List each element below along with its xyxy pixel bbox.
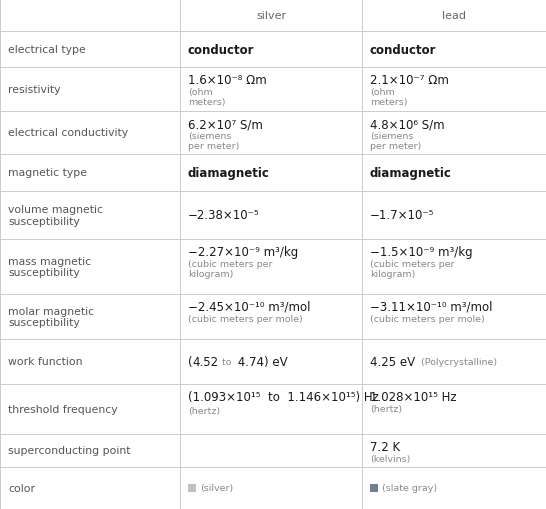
Text: conductor: conductor xyxy=(370,43,436,56)
Text: electrical conductivity: electrical conductivity xyxy=(8,128,128,138)
Text: electrical type: electrical type xyxy=(8,45,86,55)
Text: conductor: conductor xyxy=(188,43,254,56)
Text: work function: work function xyxy=(8,357,82,367)
Text: (ohm
meters): (ohm meters) xyxy=(188,88,225,107)
Text: −1.7×10⁻⁵: −1.7×10⁻⁵ xyxy=(370,209,435,222)
Text: 6.2×10⁷ S/m: 6.2×10⁷ S/m xyxy=(188,118,263,131)
Text: to: to xyxy=(219,357,234,366)
Text: 4.52: 4.52 xyxy=(193,355,219,369)
Text: molar magnetic
susceptibility: molar magnetic susceptibility xyxy=(8,306,94,328)
Text: mass magnetic
susceptibility: mass magnetic susceptibility xyxy=(8,256,91,278)
Text: 4.74: 4.74 xyxy=(234,355,264,369)
Text: (hertz): (hertz) xyxy=(370,404,402,413)
Text: 4.25 eV: 4.25 eV xyxy=(370,355,415,369)
Text: (siemens
per meter): (siemens per meter) xyxy=(188,132,239,151)
Text: (: ( xyxy=(188,355,193,369)
Text: 2.1×10⁻⁷ Ωm: 2.1×10⁻⁷ Ωm xyxy=(370,74,449,87)
Text: 1.6×10⁻⁸ Ωm: 1.6×10⁻⁸ Ωm xyxy=(188,74,267,87)
Bar xyxy=(370,484,378,492)
Text: (cubic meters per mole): (cubic meters per mole) xyxy=(188,315,302,323)
Text: superconducting point: superconducting point xyxy=(8,445,130,456)
Text: 4.8×10⁶ S/m: 4.8×10⁶ S/m xyxy=(370,118,444,131)
Text: (cubic meters per
kilogram): (cubic meters per kilogram) xyxy=(370,260,454,279)
Bar xyxy=(188,484,196,492)
Text: lead: lead xyxy=(442,11,466,21)
Text: (Polycrystalline): (Polycrystalline) xyxy=(415,357,497,366)
Text: threshold frequency: threshold frequency xyxy=(8,404,117,414)
Text: (kelvins): (kelvins) xyxy=(370,454,411,463)
Text: silver: silver xyxy=(256,11,286,21)
Text: −2.45×10⁻¹⁰ m³/mol: −2.45×10⁻¹⁰ m³/mol xyxy=(188,300,311,314)
Text: −3.11×10⁻¹⁰ m³/mol: −3.11×10⁻¹⁰ m³/mol xyxy=(370,300,492,314)
Text: −2.27×10⁻⁹ m³/kg: −2.27×10⁻⁹ m³/kg xyxy=(188,245,298,259)
Text: (cubic meters per
kilogram): (cubic meters per kilogram) xyxy=(188,260,272,279)
Text: volume magnetic
susceptibility: volume magnetic susceptibility xyxy=(8,205,103,227)
Text: (1.093×10¹⁵  to  1.146×10¹⁵) Hz: (1.093×10¹⁵ to 1.146×10¹⁵) Hz xyxy=(188,390,379,403)
Text: (cubic meters per mole): (cubic meters per mole) xyxy=(370,315,485,323)
Text: 1.028×10¹⁵ Hz: 1.028×10¹⁵ Hz xyxy=(370,390,456,403)
Text: ) eV: ) eV xyxy=(264,355,288,369)
Text: resistivity: resistivity xyxy=(8,85,61,95)
Text: diamagnetic: diamagnetic xyxy=(188,166,270,180)
Text: diamagnetic: diamagnetic xyxy=(370,166,452,180)
Text: (slate gray): (slate gray) xyxy=(382,484,437,493)
Text: (silver): (silver) xyxy=(200,484,233,493)
Text: 7.2 K: 7.2 K xyxy=(370,440,400,453)
Text: (siemens
per meter): (siemens per meter) xyxy=(370,132,422,151)
Text: (hertz): (hertz) xyxy=(188,406,220,415)
Text: magnetic type: magnetic type xyxy=(8,168,87,178)
Text: color: color xyxy=(8,483,35,493)
Text: (ohm
meters): (ohm meters) xyxy=(370,88,407,107)
Text: −2.38×10⁻⁵: −2.38×10⁻⁵ xyxy=(188,209,260,222)
Text: −1.5×10⁻⁹ m³/kg: −1.5×10⁻⁹ m³/kg xyxy=(370,245,473,259)
